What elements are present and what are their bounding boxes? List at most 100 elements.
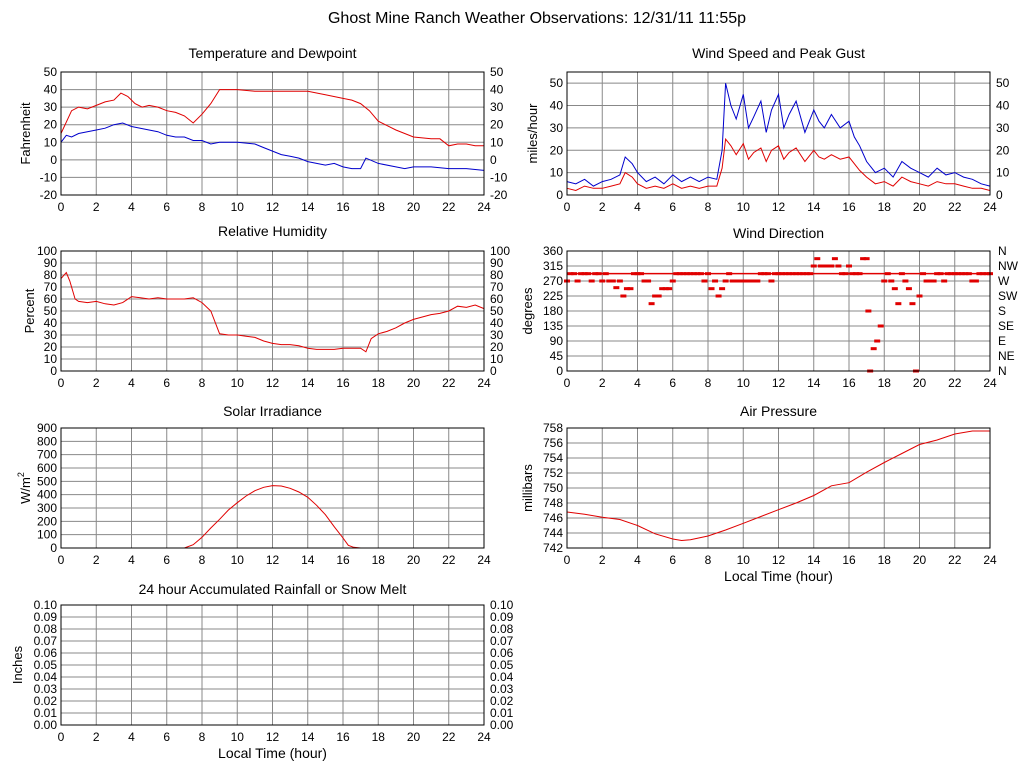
wind-direction-point bbox=[916, 294, 923, 298]
solar-xtick-label: 24 bbox=[477, 553, 491, 567]
pressure-ytick-label: 746 bbox=[543, 511, 563, 525]
wind-direction-point bbox=[877, 324, 884, 328]
rainfall-xtick-label: 2 bbox=[93, 730, 100, 744]
solar-ytick-label: 300 bbox=[37, 501, 57, 515]
temperature-xtick-label: 16 bbox=[336, 200, 350, 214]
wind-direction-point bbox=[623, 287, 630, 291]
wind-direction-compass-label: NE bbox=[998, 349, 1015, 363]
wind-direction-point bbox=[817, 264, 824, 268]
pressure-xtick-label: 0 bbox=[564, 553, 571, 567]
rainfall-title: 24 hour Accumulated Rainfall or Snow Mel… bbox=[139, 581, 407, 597]
humidity-xtick-label: 14 bbox=[301, 376, 315, 390]
humidity-ytick-label-right: 80 bbox=[490, 268, 504, 282]
wind-direction-point bbox=[865, 309, 872, 313]
pressure-xtick-label: 16 bbox=[842, 553, 856, 567]
rainfall-ytick-label-right: 0.07 bbox=[490, 634, 514, 648]
wind-direction-point bbox=[754, 279, 761, 283]
wind-direction-xtick-label: 18 bbox=[878, 376, 892, 390]
wind-direction-point bbox=[666, 287, 673, 291]
wind-speed-xtick-label: 18 bbox=[878, 200, 892, 214]
solar-ytick-label: 800 bbox=[37, 434, 57, 448]
wind-direction-point bbox=[609, 279, 616, 283]
wind-direction-point bbox=[659, 287, 666, 291]
temperature-ytick-label: 20 bbox=[44, 118, 58, 132]
wind-direction-point bbox=[768, 279, 775, 283]
rainfall-xtick-label: 16 bbox=[336, 730, 350, 744]
temperature-ytick-label-right: 0 bbox=[490, 153, 497, 167]
rainfall-grid bbox=[60, 604, 485, 726]
humidity-xtick-label: 12 bbox=[266, 376, 280, 390]
humidity-ytick-label: 30 bbox=[44, 328, 58, 342]
wind-direction-point bbox=[969, 279, 976, 283]
wind-direction-xtick-label: 2 bbox=[599, 376, 606, 390]
wind-speed-ytick-label: 40 bbox=[550, 99, 564, 113]
wind-direction-compass-label: S bbox=[998, 304, 1006, 318]
solar-grid bbox=[60, 427, 485, 549]
rainfall-xtick-label: 6 bbox=[163, 730, 170, 744]
wind-direction-xtick-label: 14 bbox=[807, 376, 821, 390]
rainfall-ytick-label-right: 0.08 bbox=[490, 622, 514, 636]
rainfall-frame bbox=[60, 604, 485, 726]
wind-direction-ytick-label: 180 bbox=[543, 304, 563, 318]
rainfall-ytick-label: 0.07 bbox=[34, 634, 58, 648]
wind-direction-point bbox=[613, 286, 620, 290]
wind-direction-ytick-label: 315 bbox=[543, 259, 563, 273]
temperature-ytick-label: 10 bbox=[44, 135, 58, 149]
solar-ytick-label: 100 bbox=[37, 528, 57, 542]
wind-speed-xtick-label: 16 bbox=[842, 200, 856, 214]
wind-direction-point bbox=[810, 264, 817, 268]
rainfall-ytick-label: 0.00 bbox=[34, 718, 58, 732]
rainfall-ytick-label-right: 0.04 bbox=[490, 670, 514, 684]
solar-ylabel-superscript: 2 bbox=[16, 472, 26, 477]
wind-direction-ytick-label: 270 bbox=[543, 274, 563, 288]
temperature-title: Temperature and Dewpoint bbox=[188, 45, 356, 61]
rainfall-xtick-label: 20 bbox=[407, 730, 421, 744]
pressure-xtick-label: 12 bbox=[772, 553, 786, 567]
humidity-ytick-label-right: 10 bbox=[490, 352, 504, 366]
wind-direction-frame bbox=[566, 250, 991, 372]
wind-direction-point bbox=[930, 279, 937, 283]
wind-direction-point bbox=[606, 279, 613, 283]
wind-direction-point bbox=[891, 287, 898, 291]
pressure-ytick-label: 752 bbox=[543, 466, 563, 480]
wind-speed-ytick-label-right: 40 bbox=[996, 99, 1010, 113]
wind-direction-ytick-label: 135 bbox=[543, 319, 563, 333]
wind-direction-point bbox=[895, 302, 902, 306]
wind-direction-point bbox=[655, 294, 662, 298]
pressure-grid bbox=[566, 427, 991, 549]
wind-speed-ytick-label: 50 bbox=[550, 76, 564, 90]
rainfall-ytick-label: 0.03 bbox=[34, 682, 58, 696]
solar-xtick-label: 6 bbox=[163, 553, 170, 567]
humidity-xtick-label: 18 bbox=[372, 376, 386, 390]
wind-direction-point bbox=[652, 294, 659, 298]
wind-speed-xtick-label: 0 bbox=[564, 200, 571, 214]
wind-direction-point bbox=[927, 279, 934, 283]
wind-direction-point bbox=[814, 257, 821, 261]
rainfall-ylabel: Inches bbox=[10, 645, 25, 684]
humidity-xtick-label: 22 bbox=[442, 376, 456, 390]
wind-direction-point bbox=[909, 302, 916, 306]
temperature-xtick-label: 14 bbox=[301, 200, 315, 214]
wind-direction-point bbox=[831, 257, 838, 261]
temperature-frame bbox=[60, 71, 485, 196]
wind-direction-compass-label: SE bbox=[998, 319, 1014, 333]
pressure-xtick-label: 22 bbox=[948, 553, 962, 567]
temperature-ytick-label-right: 40 bbox=[490, 83, 504, 97]
humidity-xtick-label: 16 bbox=[336, 376, 350, 390]
wind-direction-point bbox=[905, 287, 912, 291]
temperature-xtick-label: 20 bbox=[407, 200, 421, 214]
humidity-ytick-label: 20 bbox=[44, 340, 58, 354]
solar-ylabel: W/m2 bbox=[16, 472, 33, 504]
wind-direction-point bbox=[588, 279, 595, 283]
wind-direction-point bbox=[729, 279, 736, 283]
wind-direction-point bbox=[863, 257, 870, 261]
wind-speed-ytick-label: 10 bbox=[550, 166, 564, 180]
solar-xtick-label: 8 bbox=[199, 553, 206, 567]
rainfall-ytick-label-right: 0.00 bbox=[490, 718, 514, 732]
pressure-ytick-label: 754 bbox=[543, 451, 563, 465]
wind-direction-xtick-label: 4 bbox=[634, 376, 641, 390]
rainfall-ytick-label-right: 0.09 bbox=[490, 610, 514, 624]
rainfall-xtick-label: 22 bbox=[442, 730, 456, 744]
wind-speed-ytick-label-right: 10 bbox=[996, 166, 1010, 180]
wind-direction-point bbox=[888, 279, 895, 283]
